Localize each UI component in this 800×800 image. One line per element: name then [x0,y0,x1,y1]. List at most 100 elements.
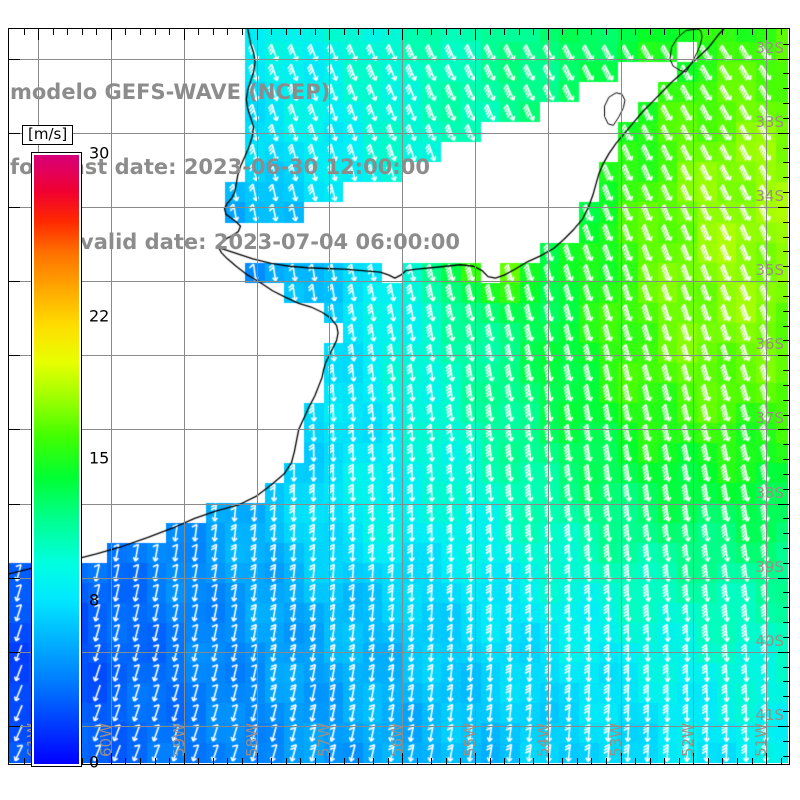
axis-tick [198,758,200,764]
axis-tick [778,58,789,60]
axis-tick [783,310,789,312]
axis-tick [416,758,418,764]
gridline-horizontal [9,206,789,208]
axis-tick [402,753,404,764]
axis-tick [271,29,273,35]
axis-tick [9,132,20,134]
axis-tick [81,29,83,35]
gridline-vertical [547,29,549,764]
axis-tick [241,758,243,764]
axis-tick [783,681,789,683]
longitude-label: 55W [460,723,479,757]
colorbar-tick-label: 8 [89,590,100,610]
longitude-label: 57W [315,723,334,757]
axis-tick [212,29,214,35]
axis-tick [343,758,345,764]
axis-tick [783,607,789,609]
gridline-vertical [402,29,404,764]
axis-tick [605,758,607,764]
axis-tick [198,29,200,35]
axis-tick [227,29,229,35]
axis-tick [664,29,666,35]
axis-tick [387,758,389,764]
axis-tick [591,758,593,764]
axis-tick [783,236,789,238]
colorbar-gradient [31,152,82,767]
axis-tick [778,503,789,505]
gridline-horizontal [9,281,789,283]
axis-tick [783,740,789,742]
axis-tick [783,444,789,446]
gridline-vertical [693,29,695,764]
axis-tick [783,370,789,372]
axis-tick [707,758,709,764]
axis-tick [722,29,724,35]
gridline-vertical [256,29,258,764]
colorbar-tick-label: 22 [89,306,110,326]
axis-tick [664,758,666,764]
axis-tick [649,758,651,764]
axis-tick [241,29,243,35]
axis-tick [110,29,112,40]
latitude-label: 33S [755,112,784,131]
axis-tick [783,43,789,45]
axis-tick [140,29,142,35]
longitude-label: 54W [533,723,552,757]
gridline-vertical [329,29,331,764]
axis-tick [783,266,789,268]
axis-tick [783,340,789,342]
axis-tick [562,29,564,35]
longitude-label: 56W [388,723,407,757]
axis-tick [81,758,83,764]
axis-tick [778,725,789,727]
axis-tick [38,29,40,40]
gridline-vertical [474,29,476,764]
axis-tick [576,29,578,35]
axis-tick [778,132,789,134]
axis-tick [783,88,789,90]
axis-tick [9,503,20,505]
axis-tick [783,177,789,179]
axis-tick [678,758,680,764]
axis-tick [783,295,789,297]
gridline-horizontal [9,503,789,505]
axis-tick [591,29,593,35]
axis-tick [783,147,789,149]
axis-tick [783,696,789,698]
axis-tick [783,73,789,75]
axis-tick [533,758,535,764]
gridline-horizontal [9,725,789,727]
gridline-horizontal [9,429,789,431]
plot-area [8,28,790,765]
axis-tick [431,758,433,764]
axis-tick [783,592,789,594]
gridline-horizontal [9,651,789,653]
axis-tick [431,29,433,35]
gridline-vertical [110,29,112,764]
axis-tick [547,753,549,764]
axis-tick [518,758,520,764]
axis-tick [783,162,789,164]
axis-tick [387,29,389,35]
axis-tick [9,651,20,653]
axis-tick [722,758,724,764]
axis-tick [256,753,258,764]
axis-tick [783,473,789,475]
axis-tick [783,562,789,564]
axis-tick [52,29,54,35]
axis-tick [9,58,20,60]
axis-tick [125,758,127,764]
colorbar-tick-label: 15 [89,448,110,467]
axis-tick [783,488,789,490]
axis-tick [9,355,20,357]
latitude-label: 34S [755,186,784,205]
axis-tick [169,29,171,35]
axis-tick [9,429,20,431]
axis-tick [183,29,185,40]
axis-tick [783,221,789,223]
axis-tick [314,29,316,35]
axis-tick [474,29,476,40]
axis-tick [460,758,462,764]
longitude-label: 60W [96,723,115,757]
